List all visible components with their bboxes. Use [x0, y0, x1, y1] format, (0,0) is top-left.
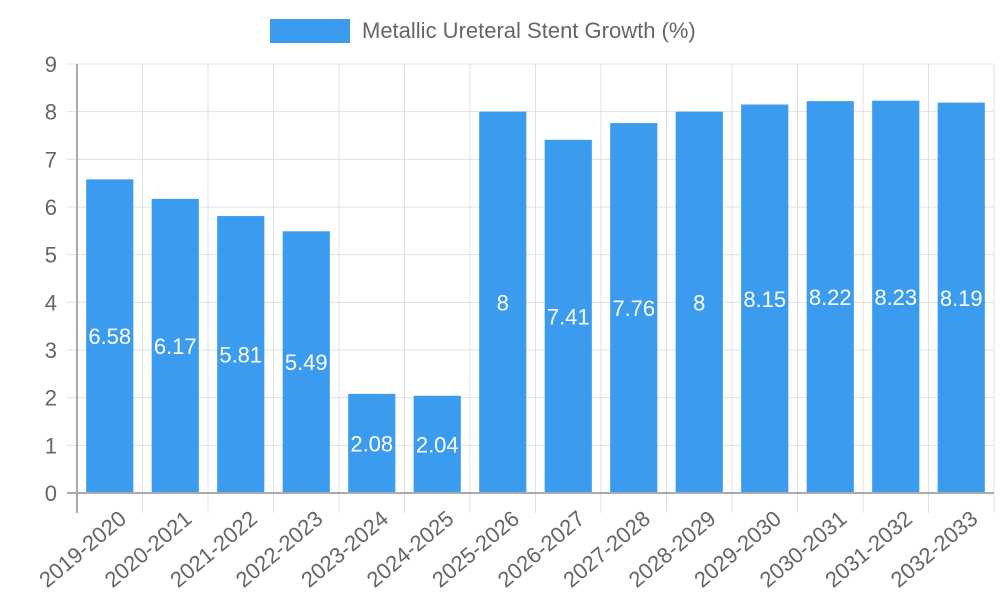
y-tick-label: 6: [45, 195, 57, 220]
y-tick-label: 5: [45, 243, 57, 268]
bar-value-label: 2.04: [416, 432, 459, 457]
legend-label: Metallic Ureteral Stent Growth (%): [362, 18, 696, 43]
x-axis-ticks: 2019-20202020-20212021-20222022-20232023…: [34, 506, 982, 593]
bar-value-label: 7.76: [612, 296, 655, 321]
bar-value-label: 5.81: [219, 343, 262, 368]
y-tick-label: 7: [45, 147, 57, 172]
bar-value-label: 2.08: [350, 431, 393, 456]
bar[interactable]: [610, 123, 658, 494]
y-tick-label: 4: [45, 290, 57, 315]
y-tick-label: 2: [45, 386, 57, 411]
y-tick-label: 0: [45, 481, 57, 506]
bar[interactable]: [741, 104, 789, 494]
value-labels: 6.58 6.17 5.81 5.49 2.08 2.04 8 7.41 7.76 8 8.15 8.…: [88, 285, 982, 458]
bar-value-label: 6.58: [88, 324, 131, 349]
bar-value-label: 5.49: [285, 350, 328, 375]
bar[interactable]: [479, 111, 527, 494]
bar[interactable]: [217, 216, 265, 493]
bar-value-label: 6.17: [154, 334, 197, 359]
bar[interactable]: [151, 198, 199, 493]
bar[interactable]: [86, 179, 134, 493]
bar-value-label: 7.41: [547, 304, 590, 329]
y-tick-label: 9: [45, 52, 57, 77]
bar-value-label: 8.23: [874, 285, 917, 310]
y-tick-label: 1: [45, 433, 57, 458]
bar[interactable]: [544, 139, 592, 494]
chart-legend[interactable]: Metallic Ureteral Stent Growth (%): [270, 18, 696, 44]
bar-value-label: 8: [693, 290, 705, 315]
bar[interactable]: [675, 111, 723, 494]
y-tick-label: 3: [45, 338, 57, 363]
bar[interactable]: [413, 395, 461, 493]
y-axis-ticks: 0 1 2 3 4 5 6 7 8 9: [45, 52, 57, 506]
bar-value-label: 8.15: [743, 287, 786, 312]
bar[interactable]: [872, 100, 920, 493]
bar[interactable]: [282, 231, 330, 493]
bar[interactable]: [937, 102, 985, 494]
y-tick-label: 8: [45, 100, 57, 125]
axes: [67, 64, 994, 513]
legend-swatch: [270, 19, 350, 43]
bar-series: [86, 100, 985, 494]
bar[interactable]: [806, 101, 854, 494]
grid-lines: [67, 63, 995, 513]
bar-value-label: 8: [497, 290, 509, 315]
bar-value-label: 8.19: [940, 286, 983, 311]
bar[interactable]: [348, 393, 396, 493]
bar-value-label: 8.22: [809, 285, 852, 310]
